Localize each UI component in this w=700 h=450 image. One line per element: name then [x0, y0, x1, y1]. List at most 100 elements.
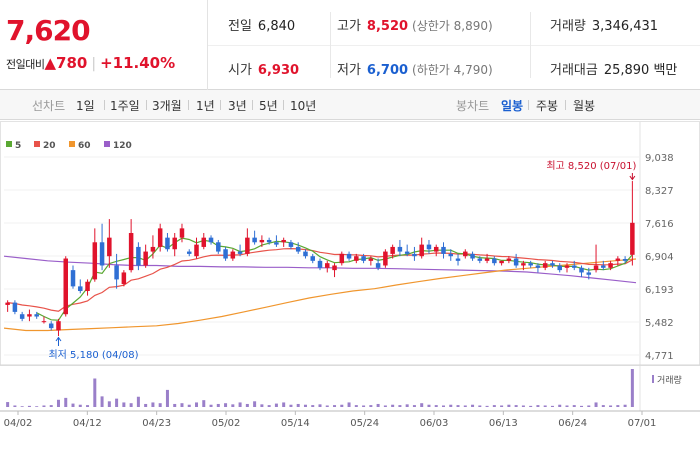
volume-bar [245, 403, 249, 407]
volume-bar [616, 405, 620, 407]
x-tick-label: 04/23 [142, 418, 171, 429]
candle-body [27, 314, 32, 317]
candle-body [208, 237, 214, 243]
candle-body [375, 263, 381, 268]
tab-3year[interactable]: 3년 [228, 99, 247, 113]
candle-body [172, 237, 177, 250]
candle-body [179, 228, 185, 238]
candle-body [470, 253, 475, 259]
tab-5year[interactable]: 5년 [259, 99, 278, 113]
tab-1day[interactable]: 1일 [76, 99, 95, 113]
volume-bar [56, 399, 60, 407]
stat-open: 시가 6,930 [228, 63, 300, 78]
candle-body [601, 265, 606, 268]
price-panel-frame [0, 121, 700, 366]
legend-label-60: 60 [78, 141, 91, 151]
tab-daily[interactable]: 일봉 [501, 99, 524, 113]
volume-bar [158, 403, 162, 407]
candle-body [136, 246, 141, 266]
candle-body [325, 263, 330, 268]
up-arrow-icon: ▲ [44, 54, 57, 72]
volume-bar [35, 406, 39, 407]
ma5-line [36, 237, 633, 321]
candle-body [630, 222, 635, 255]
candle-body [92, 242, 98, 280]
volume-bar [412, 405, 416, 407]
candle-body [266, 239, 272, 243]
volume-bar [27, 405, 31, 407]
tab-1week[interactable]: 1주일 [110, 99, 140, 113]
candle-body [448, 253, 454, 257]
candle-body [528, 263, 533, 266]
volume-bar [550, 405, 554, 407]
volume-bar [173, 403, 177, 407]
candle-body [615, 258, 621, 261]
line-chart-title: 선차트 [32, 99, 66, 113]
volume-bar [122, 402, 126, 407]
candle-body [230, 251, 236, 259]
y-tick-label: 5,482 [645, 318, 674, 329]
volume-bar [558, 404, 562, 407]
volume-bar [260, 404, 264, 407]
volume-bar [398, 405, 402, 407]
tab-monthly[interactable]: 월봉 [573, 99, 596, 113]
tab-3month[interactable]: 3개월 [152, 99, 182, 113]
volume-bar [296, 403, 300, 407]
volume-bar [594, 402, 598, 407]
tab-weekly[interactable]: 주봉 [536, 99, 559, 113]
candle-body [506, 258, 512, 261]
tab-1year[interactable]: 1년 [196, 99, 215, 113]
stock-summary-header: 7,620 전일대비▲780 | +11.40% 전일 6,840 고가 8,520 (상… [0, 0, 700, 90]
volume-bar [347, 402, 351, 407]
volume-bar [151, 402, 155, 407]
volume-bar [405, 404, 409, 407]
volume-bar [107, 401, 111, 407]
candle-body [274, 242, 279, 245]
volume-bar [49, 405, 53, 407]
high-arrow-icon [629, 173, 636, 181]
stat-high: 고가 8,520 (상한가 8,890) [337, 19, 493, 34]
volume-bar [485, 405, 489, 407]
volume-bar [100, 396, 104, 407]
y-tick-label: 8,327 [645, 186, 674, 197]
stat-volume: 거래량 3,346,431 [550, 19, 659, 34]
volume-bar [500, 405, 504, 407]
candle-body [288, 242, 294, 247]
volume-bar [529, 405, 533, 407]
candle-body [99, 242, 105, 266]
x-tick-label: 06/13 [489, 418, 518, 429]
candle-body [397, 246, 403, 252]
volume-bar [93, 378, 97, 407]
tab-10year[interactable]: 10년 [290, 99, 317, 113]
volume-bar [136, 396, 140, 407]
candle-body [121, 272, 127, 285]
price-change-line: 전일대비▲780 | +11.40% [6, 54, 176, 72]
candle-body [608, 263, 613, 268]
candle-body [441, 246, 446, 254]
volume-bar [427, 404, 431, 407]
candlestick-chart: 9,038 8,327 7,616 6,904 6,193 5,482 4,771 5 20 60… [0, 121, 700, 429]
candle-body [368, 258, 374, 261]
volume-bar [630, 369, 634, 407]
volume-bar [224, 403, 228, 407]
candle-body [419, 244, 424, 257]
volume-bar [165, 389, 169, 407]
volume-bar [253, 401, 257, 407]
volume-bar [376, 403, 380, 407]
candle-body [237, 251, 243, 254]
volume-bar [420, 403, 424, 407]
candle-body [5, 302, 10, 305]
candle-body [252, 237, 257, 243]
volume-bar [478, 405, 482, 407]
volume-bar [325, 405, 329, 407]
volume-bar [267, 405, 271, 407]
candle-body [332, 265, 337, 271]
volume-bar [609, 405, 613, 407]
candle-body [513, 258, 519, 266]
legend-label-20: 20 [43, 141, 56, 151]
volume-bar [115, 398, 119, 407]
volume-bar [20, 406, 24, 407]
candle-body [150, 246, 156, 252]
volume-bar [362, 405, 366, 407]
volume-bar [129, 403, 133, 407]
